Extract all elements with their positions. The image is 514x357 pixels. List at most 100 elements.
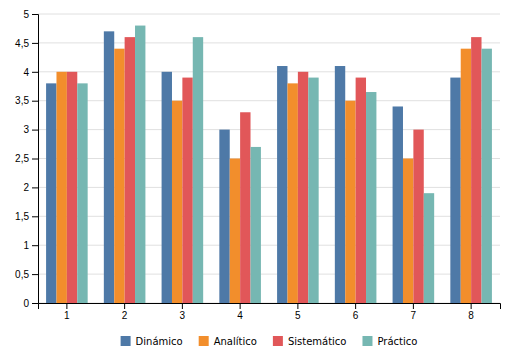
x-tick: 4 — [237, 303, 243, 321]
y-tick-mark — [32, 245, 38, 246]
x-tick-label: 7 — [411, 310, 417, 321]
legend-label: Analítico — [214, 336, 257, 347]
y-tick-mark — [32, 14, 38, 15]
bar — [67, 72, 77, 303]
y-tick: 0,5 — [15, 269, 38, 280]
bar — [482, 49, 492, 303]
bar-series — [67, 37, 482, 303]
x-tick: 3 — [180, 303, 186, 321]
bar — [240, 112, 250, 303]
y-tick-label: 0,5 — [15, 269, 29, 280]
x-tick-label: 4 — [237, 310, 243, 321]
bar — [125, 37, 135, 303]
x-tick-mark — [471, 303, 472, 309]
y-tick-mark — [32, 303, 38, 304]
y-tick: 1 — [23, 240, 38, 251]
bar — [56, 72, 66, 303]
y-tick: 2,5 — [15, 153, 38, 164]
bar-series — [46, 31, 461, 303]
bar — [230, 159, 240, 304]
y-tick-mark — [32, 43, 38, 44]
y-tick-label: 1,5 — [15, 211, 29, 222]
chart: 0 0,5 1 1,5 2 2,5 3 3,5 4 4,5 5 1 2 3 4 5 6 7 8 Dinámico Ana… — [0, 0, 514, 357]
y-axis-line — [32, 15, 39, 304]
x-tick-mark — [124, 303, 125, 309]
y-tick-label: 5 — [23, 9, 29, 20]
y-tick-mark — [32, 159, 38, 160]
x-tick-label: 1 — [64, 310, 70, 321]
legend-item: Sistemático — [273, 336, 347, 347]
y-tick-label: 3,5 — [15, 95, 29, 106]
y-tick-mark — [32, 274, 38, 275]
bar — [335, 66, 345, 303]
bar — [450, 78, 460, 303]
y-tick: 1,5 — [15, 211, 38, 222]
legend-item: Dinámico — [121, 336, 183, 347]
y-tick: 3 — [23, 124, 38, 135]
y-tick-mark — [32, 130, 38, 131]
x-tick-mark — [182, 303, 183, 309]
legend-swatch — [121, 336, 131, 346]
grid — [38, 14, 500, 303]
y-tick-label: 2 — [23, 182, 29, 193]
y-tick-mark — [32, 187, 38, 188]
y-tick-label: 4 — [23, 67, 29, 78]
y-tick: 0 — [23, 298, 38, 309]
y-tick-label: 0 — [23, 298, 29, 309]
y-tick: 5 — [23, 9, 38, 20]
bar — [308, 78, 318, 303]
bar — [193, 37, 203, 303]
y-tick: 2 — [23, 182, 38, 193]
legend: Dinámico Analítico Sistemático Práctico — [121, 336, 418, 347]
x-tick: 8 — [468, 303, 474, 321]
bar — [413, 130, 423, 303]
bar — [277, 66, 287, 303]
y-tick-label: 1 — [23, 240, 29, 251]
x-tick: 5 — [295, 303, 301, 321]
bar — [366, 92, 376, 303]
bar — [287, 83, 297, 303]
legend-item: Analítico — [199, 336, 257, 347]
bar — [172, 101, 182, 303]
legend-swatch — [273, 336, 283, 346]
x-tick: 6 — [353, 303, 359, 321]
legend-item: Práctico — [362, 336, 417, 347]
plot: 0 0,5 1 1,5 2 2,5 3 3,5 4 4,5 5 1 2 3 4 5 6 7 8 — [15, 9, 500, 321]
bar — [461, 49, 471, 303]
bar — [424, 193, 434, 303]
bar — [251, 147, 261, 303]
bar — [298, 72, 308, 303]
y-tick: 3,5 — [15, 95, 38, 106]
x-tick-mark — [240, 303, 241, 309]
bar — [345, 101, 355, 303]
bar-series — [56, 49, 471, 303]
bar — [46, 83, 56, 303]
y-tick-label: 4,5 — [15, 38, 29, 49]
x-tick: 7 — [411, 303, 417, 321]
legend-label: Dinámico — [136, 336, 183, 347]
bar — [219, 130, 229, 303]
x-axis: 1 2 3 4 5 6 7 8 — [39, 303, 501, 321]
y-axis: 0 0,5 1 1,5 2 2,5 3 3,5 4 4,5 5 — [15, 9, 38, 309]
x-tick: 1 — [64, 303, 70, 321]
bar — [162, 72, 172, 303]
x-tick-label: 5 — [295, 310, 301, 321]
bar — [403, 159, 413, 304]
bar — [114, 49, 124, 303]
bar — [182, 78, 192, 303]
x-tick-label: 2 — [122, 310, 128, 321]
bar — [356, 78, 366, 303]
bar — [135, 26, 145, 303]
x-tick-mark — [355, 303, 356, 309]
y-tick: 4,5 — [15, 38, 38, 49]
x-tick-label: 6 — [353, 310, 359, 321]
x-tick-mark — [297, 303, 298, 309]
x-tick-mark — [66, 303, 67, 309]
y-tick-label: 2,5 — [15, 153, 29, 164]
bar — [104, 31, 114, 303]
x-tick-mark — [413, 303, 414, 309]
x-axis-line — [39, 304, 501, 310]
legend-label: Sistemático — [288, 336, 347, 347]
bar — [471, 37, 481, 303]
y-tick-mark — [32, 216, 38, 217]
